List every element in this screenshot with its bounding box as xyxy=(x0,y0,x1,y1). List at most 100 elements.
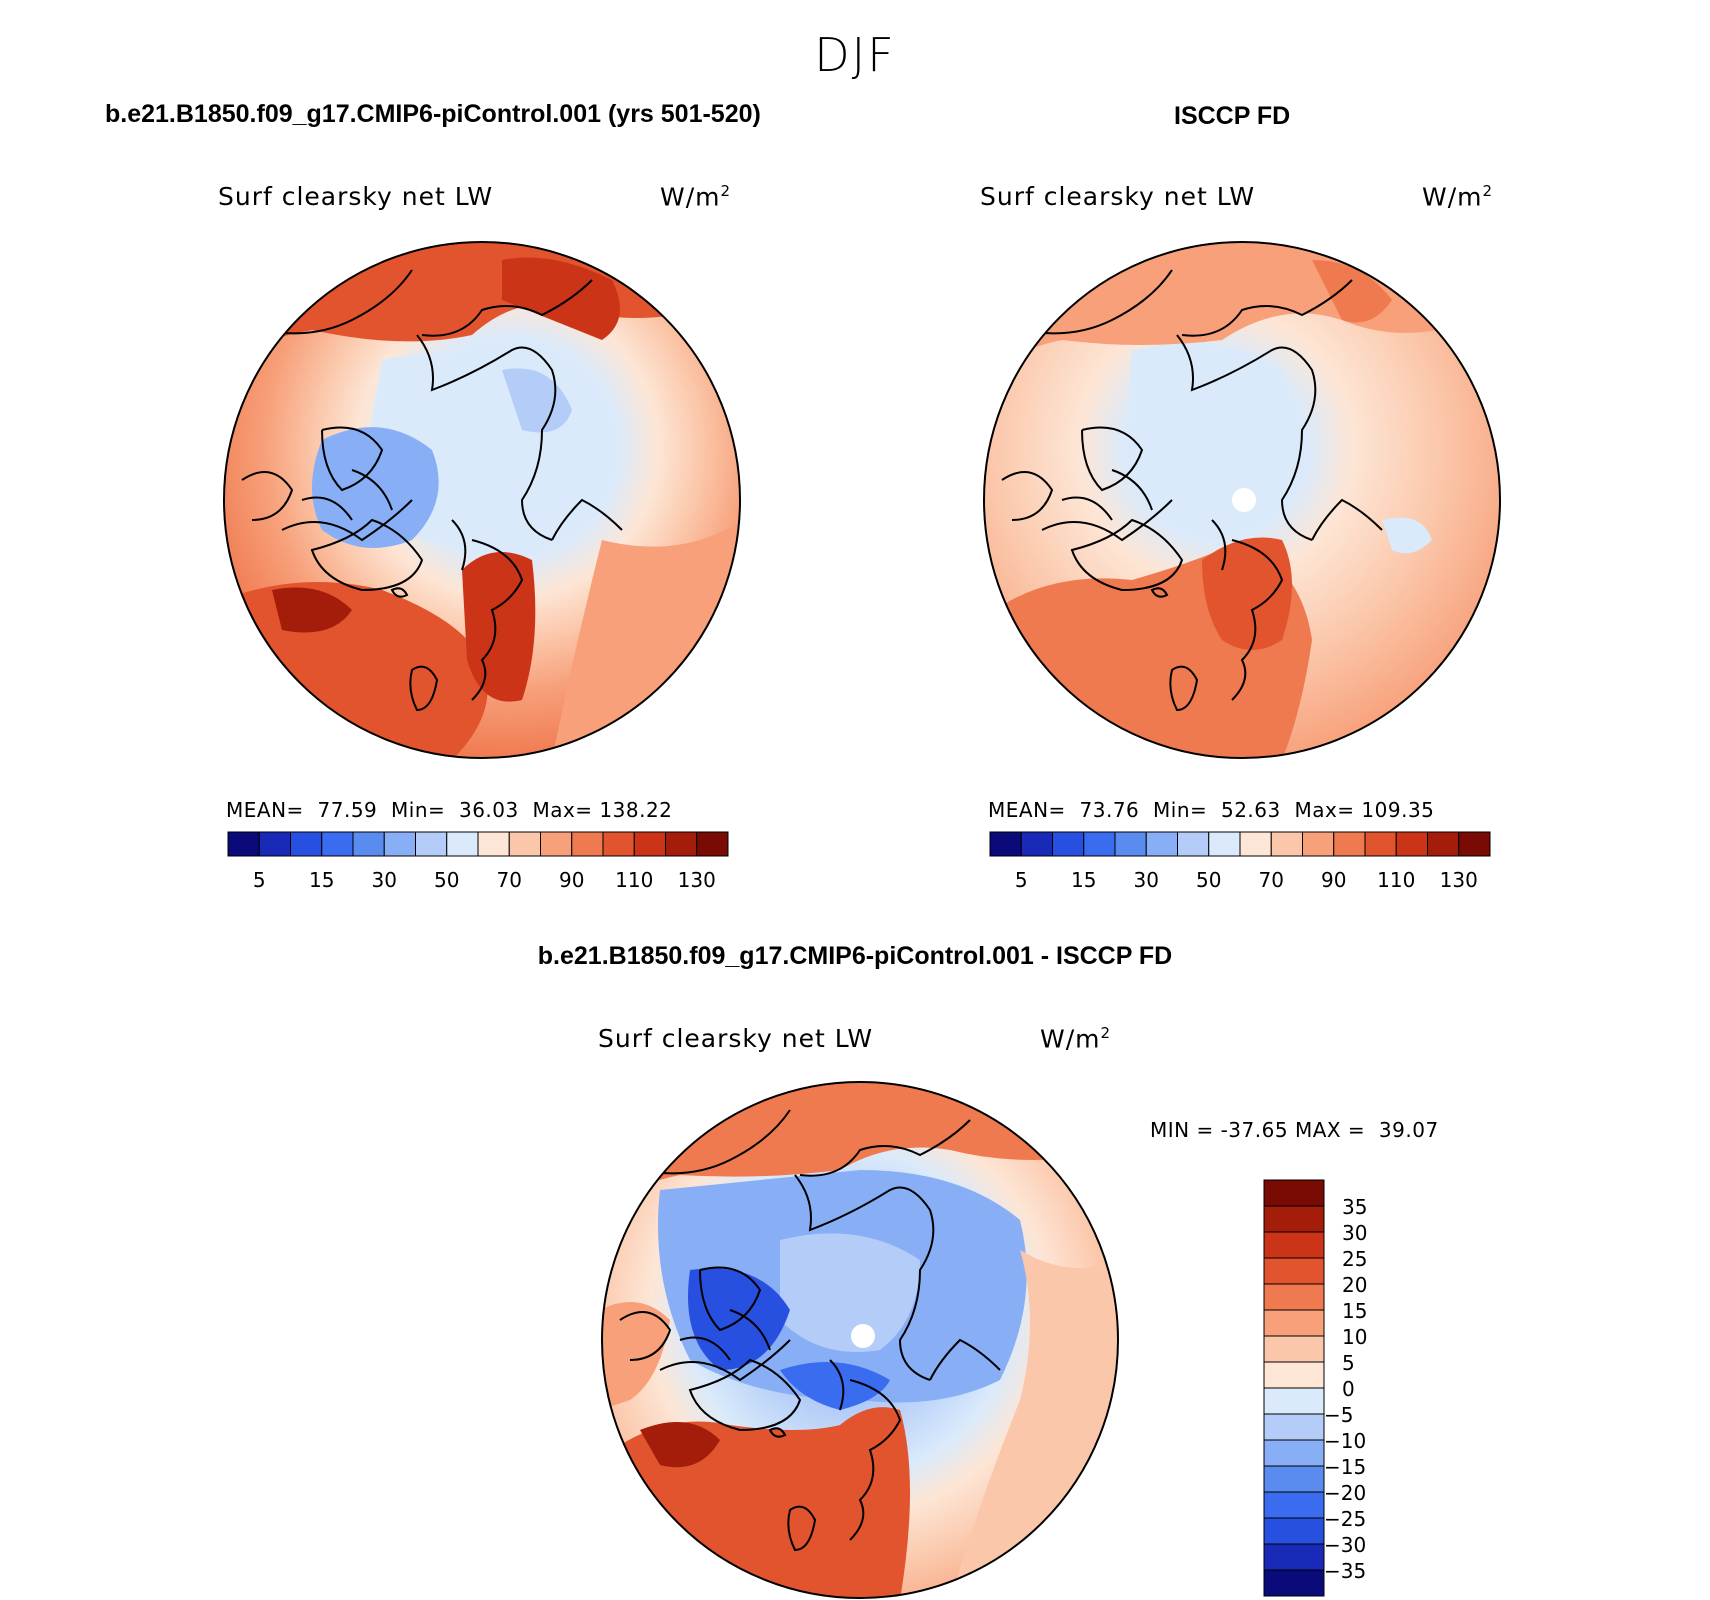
diff-stats: MIN = -37.65 MAX = 39.07 xyxy=(1150,1118,1439,1142)
season-title: DJF xyxy=(814,28,896,82)
diff-colorbar-tick-label: −25 xyxy=(1324,1507,1367,1531)
diff-arctic-ocean xyxy=(780,1233,920,1352)
model-colorbar-tick-label: 5 xyxy=(252,868,266,892)
diff-map xyxy=(601,1081,1119,1599)
diff-colorbar-tick-label: −15 xyxy=(1324,1455,1367,1479)
model-colorbar-box xyxy=(696,831,729,857)
model-variable-label: Surf clearsky net LW xyxy=(218,182,494,211)
model-colorbar-box xyxy=(508,831,541,857)
model-colorbar-box xyxy=(571,831,604,857)
obs-colorbar-tick-label: 30 xyxy=(1133,868,1159,892)
diff-colorbar-box xyxy=(1263,1205,1325,1233)
diff-colorbar-tick-label: 25 xyxy=(1342,1247,1368,1271)
obs-colorbar-box xyxy=(1052,831,1085,857)
model-colorbar-box xyxy=(383,831,416,857)
model-colorbar-box xyxy=(477,831,510,857)
model-coastlines xyxy=(241,269,623,712)
obs-colorbar-tick-label: 110 xyxy=(1377,868,1416,892)
diff-coastlines xyxy=(619,1109,1001,1552)
diff-colorbar-box xyxy=(1263,1439,1325,1467)
diff-colorbar-tick-label: 10 xyxy=(1342,1325,1368,1349)
diff-colorbar-box xyxy=(1263,1309,1325,1337)
obs-colorbar-box xyxy=(1427,831,1460,857)
obs-colorbar xyxy=(989,831,1491,857)
obs-colorbar-box xyxy=(1458,831,1491,857)
model-colorbar-box xyxy=(633,831,666,857)
obs-colorbar-tick-label: 90 xyxy=(1321,868,1347,892)
diff-colorbar-box xyxy=(1263,1491,1325,1519)
model-colorbar-tick-label: 110 xyxy=(615,868,654,892)
diff-colorbar-tick-label: −5 xyxy=(1324,1403,1354,1427)
obs-variable-label: Surf clearsky net LW xyxy=(980,182,1256,211)
model-labrador-hot xyxy=(272,587,352,633)
model-colorbar-tick-label: 130 xyxy=(677,868,716,892)
obs-colorbar-tick-label: 50 xyxy=(1196,868,1222,892)
obs-panel-title: ISCCP FD xyxy=(1174,102,1291,130)
model-colorbar-tick-label: 30 xyxy=(371,868,397,892)
diff-colorbar-box xyxy=(1263,1257,1325,1285)
diff-colorbar-tick-label: 30 xyxy=(1342,1221,1368,1245)
model-map xyxy=(223,241,741,759)
diff-panel-title: b.e21.B1850.f09_g17.CMIP6-piControl.001 … xyxy=(537,942,1173,970)
diff-colorbar-box xyxy=(1263,1517,1325,1545)
diff-variable-label: Surf clearsky net LW xyxy=(598,1024,874,1053)
obs-map xyxy=(983,241,1501,759)
obs-colorbar-box xyxy=(1145,831,1178,857)
diff-greenland-sea-cold xyxy=(780,1362,890,1410)
model-colorbar-box xyxy=(321,831,354,857)
diff-colorbar-tick-label: 15 xyxy=(1342,1299,1368,1323)
model-colorbar-box xyxy=(602,831,635,857)
model-stats: MEAN= 77.59 Min= 36.03 Max= 138.22 xyxy=(226,798,673,822)
diff-units-label: W/m2 xyxy=(1040,1024,1112,1054)
model-panel-title: b.e21.B1850.f09_g17.CMIP6-piControl.001 … xyxy=(105,100,761,128)
obs-siberia-cold-patch xyxy=(1382,517,1432,554)
diff-colorbar-tick-label: −30 xyxy=(1324,1533,1367,1557)
obs-colorbar-box xyxy=(1083,831,1116,857)
model-colorbar-box xyxy=(665,831,698,857)
obs-colorbar-tick-label: 15 xyxy=(1071,868,1097,892)
obs-stats: MEAN= 73.76 Min= 52.63 Max= 109.35 xyxy=(988,798,1435,822)
model-colorbar-box xyxy=(258,831,291,857)
diff-alaska-warm xyxy=(602,1302,670,1410)
obs-colorbar-tick-label: 130 xyxy=(1439,868,1478,892)
obs-units-label: W/m2 xyxy=(1422,182,1494,212)
diff-colorbar-box xyxy=(1263,1413,1325,1441)
obs-pole-hole xyxy=(1232,488,1256,512)
diff-colorbar-box xyxy=(1263,1179,1325,1207)
model-colorbar-ticks: 5 15 30 50 70 90 110 130 xyxy=(228,868,728,892)
diff-colorbar-tick-label: 5 xyxy=(1342,1351,1355,1375)
model-colorbar-box xyxy=(227,831,260,857)
model-colorbar-box xyxy=(415,831,448,857)
model-canadian-archipelago xyxy=(312,427,439,548)
diff-colorbar-tick-label: 35 xyxy=(1342,1195,1368,1219)
diff-colorbar-tick-label: 0 xyxy=(1342,1377,1355,1401)
obs-colorbar-box xyxy=(1114,831,1147,857)
obs-colorbar-box xyxy=(1270,831,1303,857)
model-colorbar-box xyxy=(352,831,385,857)
model-colorbar-tick-label: 90 xyxy=(559,868,585,892)
model-colorbar-box xyxy=(540,831,573,857)
obs-colorbar-box xyxy=(1239,831,1272,857)
obs-coastlines xyxy=(1001,269,1383,712)
obs-colorbar-box xyxy=(1364,831,1397,857)
obs-colorbar-tick-label: 70 xyxy=(1258,868,1284,892)
diff-colorbar-box xyxy=(1263,1283,1325,1311)
diff-labrador-hot xyxy=(640,1422,720,1468)
model-hot-spot-ne xyxy=(502,257,620,340)
model-colorbar xyxy=(227,831,729,857)
diff-colorbar-box xyxy=(1263,1465,1325,1493)
diff-colorbar-box xyxy=(1263,1569,1325,1597)
obs-colorbar-tick-label: 5 xyxy=(1014,868,1028,892)
obs-colorbar-box xyxy=(1020,831,1053,857)
obs-hot-spot-ne xyxy=(1312,260,1392,323)
diff-colorbar-tick-label: −10 xyxy=(1324,1429,1367,1453)
model-colorbar-tick-label: 70 xyxy=(496,868,522,892)
obs-colorbar-box xyxy=(989,831,1022,857)
obs-colorbar-ticks: 5 15 30 50 70 90 110 130 xyxy=(990,868,1490,892)
diff-pole-hole xyxy=(851,1324,875,1348)
model-colorbar-tick-label: 50 xyxy=(434,868,460,892)
diff-colorbar-tick-label: 20 xyxy=(1342,1273,1368,1297)
diff-colorbar-tick-label: −20 xyxy=(1324,1481,1367,1505)
model-colorbar-box xyxy=(446,831,479,857)
diff-colorbar-box xyxy=(1263,1361,1325,1389)
